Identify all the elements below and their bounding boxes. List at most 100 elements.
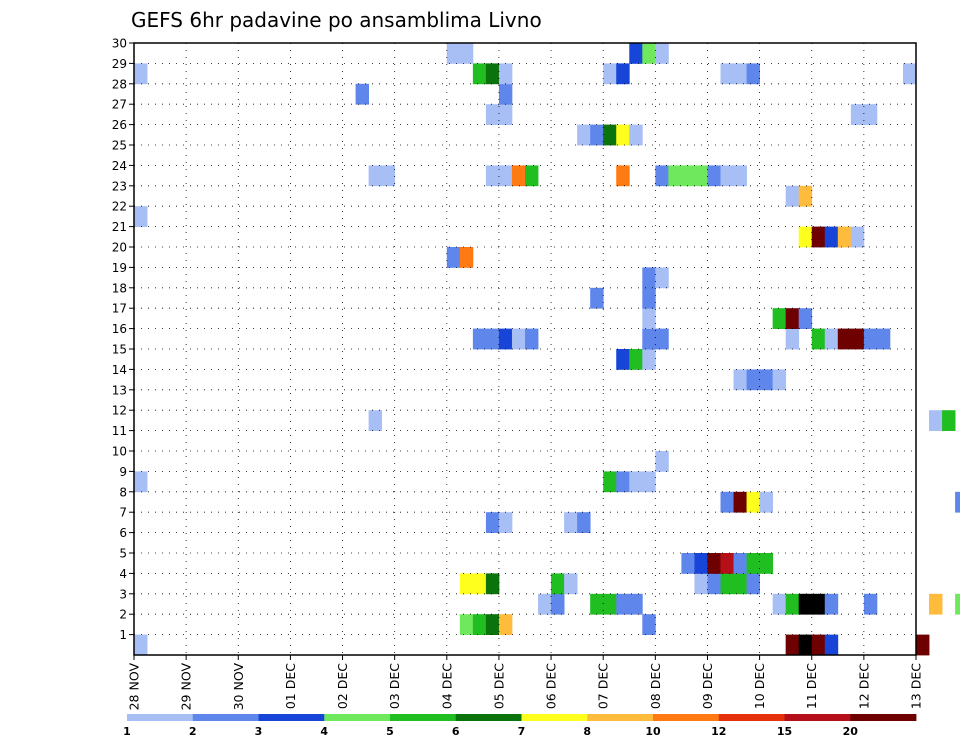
precip-cell-member-28-step-46 <box>733 63 747 85</box>
precip-cell-member-23-step-46 <box>733 165 747 187</box>
precip-cell-member-4-step-42 <box>681 553 695 574</box>
y-axis: 1234567891011121314151617181920212223242… <box>112 37 134 642</box>
precip-cell-member-14-step-38 <box>629 349 643 370</box>
y-tick-label-30: 30 <box>112 37 127 51</box>
precip-cell-member-3-step-26 <box>472 573 487 595</box>
precip-cell-member-0-step-51 <box>798 634 813 656</box>
precip-cells <box>134 43 960 656</box>
x-tick-label-07-dec: 07 DEC <box>596 663 611 709</box>
precip-cell-member-1-step-25 <box>459 614 474 635</box>
precip-cell-member-3-step-45 <box>720 573 734 595</box>
precip-cell-member-0-step-53 <box>824 634 839 656</box>
legend-label-1: 1 <box>123 725 131 738</box>
legend-label-7: 7 <box>518 725 526 738</box>
precip-cell-member-28-step-45 <box>720 63 734 85</box>
precip-cell-member-7-step-63 <box>955 491 960 513</box>
precip-cell-member-4-step-48 <box>759 553 774 574</box>
legend-swatch-4 <box>390 714 457 721</box>
y-tick-label-19: 19 <box>112 261 127 275</box>
precip-cell-member-23-step-44 <box>707 165 721 187</box>
precip-cell-member-13-step-46 <box>733 369 747 391</box>
precip-cell-member-1-step-39 <box>642 614 656 635</box>
precip-cell-member-20-step-51 <box>798 226 813 248</box>
precip-cell-member-2-step-35 <box>590 593 604 615</box>
legend-swatch-5 <box>455 714 522 721</box>
precip-cell-member-2-step-56 <box>863 593 878 615</box>
precip-cell-member-2-step-52 <box>811 593 826 615</box>
precip-cell-member-8-step-38 <box>629 471 643 493</box>
y-tick-label-7: 7 <box>119 506 127 520</box>
x-tick-label-11-dec: 11 DEC <box>804 663 819 709</box>
precip-cell-member-23-step-27 <box>485 165 500 187</box>
precip-cell-member-2-step-31 <box>538 593 552 615</box>
precip-cell-member-2-step-63 <box>955 593 960 615</box>
x-tick-label-29-nov: 29 NOV <box>179 663 194 711</box>
precip-cell-member-20-step-54 <box>837 226 852 248</box>
x-tick-label-05-dec: 05 DEC <box>491 663 506 709</box>
legend-label-15: 15 <box>777 725 792 738</box>
precip-cell-member-15-step-39 <box>642 328 656 350</box>
precip-cell-member-14-step-37 <box>616 349 630 370</box>
y-tick-label-15: 15 <box>112 343 127 357</box>
legend-swatch-7 <box>587 714 654 721</box>
y-tick-label-27: 27 <box>112 98 127 112</box>
precip-cell-member-7-step-45 <box>720 491 734 513</box>
color-legend: 1 2 3 4 5 6 7 8 10 12 15 20 <box>123 714 917 738</box>
y-tick-label-22: 22 <box>112 200 127 214</box>
y-tick-label-13: 13 <box>112 383 127 397</box>
precip-cell-member-0-step-50 <box>785 634 800 656</box>
precip-cell-member-21-step-0 <box>134 206 148 227</box>
precip-cell-member-2-step-38 <box>629 593 643 615</box>
y-tick-label-26: 26 <box>112 118 127 132</box>
precip-cell-member-28-step-37 <box>616 63 630 85</box>
legend-swatch-10 <box>784 714 851 721</box>
precip-cell-member-15-step-50 <box>785 328 800 350</box>
precip-cell-member-7-step-47 <box>746 491 760 513</box>
precip-cell-member-26-step-27 <box>485 104 500 125</box>
precip-cell-member-20-step-52 <box>811 226 826 248</box>
legend-label-6: 6 <box>452 725 460 738</box>
legend-label-8: 8 <box>583 725 591 738</box>
precip-cell-member-15-step-29 <box>511 328 526 350</box>
precip-cell-member-2-step-49 <box>772 593 787 615</box>
precip-cell-member-29-step-25 <box>459 43 474 64</box>
y-tick-label-1: 1 <box>119 628 127 642</box>
x-tick-label-09-dec: 09 DEC <box>700 663 715 709</box>
precip-cell-member-19-step-24 <box>446 247 461 268</box>
precip-cell-member-13-step-49 <box>772 369 787 391</box>
precip-cell-member-15-step-55 <box>850 328 865 350</box>
y-tick-label-25: 25 <box>112 139 127 153</box>
y-tick-label-24: 24 <box>112 159 127 173</box>
precip-cell-member-28-step-47 <box>746 63 760 85</box>
precip-cell-member-9-step-40 <box>655 451 669 472</box>
precip-cell-member-22-step-51 <box>798 185 813 207</box>
y-tick-label-18: 18 <box>112 281 127 295</box>
precip-cell-member-15-step-52 <box>811 328 826 350</box>
legend-swatch-0 <box>127 714 194 721</box>
precip-cell-member-15-step-28 <box>498 328 513 350</box>
precip-cell-member-4-step-44 <box>707 553 721 574</box>
precip-cell-member-16-step-51 <box>798 308 813 329</box>
precip-cell-member-20-step-53 <box>824 226 839 248</box>
y-tick-label-9: 9 <box>119 465 127 479</box>
precip-cell-member-6-step-33 <box>564 512 578 533</box>
precip-cell-member-17-step-39 <box>642 287 656 309</box>
x-tick-label-01-dec: 01 DEC <box>283 663 298 709</box>
precip-cell-member-2-step-50 <box>785 593 800 615</box>
precip-cell-member-22-step-50 <box>785 185 800 207</box>
precip-cell-member-25-step-35 <box>590 124 604 146</box>
precip-cell-member-28-step-0 <box>134 63 148 85</box>
precip-cell-member-2-step-37 <box>616 593 630 615</box>
precip-cell-member-27-step-17 <box>355 83 369 105</box>
precip-cell-member-18-step-39 <box>642 267 656 289</box>
legend-swatch-6 <box>521 714 588 721</box>
x-tick-label-06-dec: 06 DEC <box>544 663 559 709</box>
precip-cell-member-29-step-40 <box>655 43 669 64</box>
legend-label-4: 4 <box>320 725 328 738</box>
precip-cell-member-8-step-0 <box>134 471 148 493</box>
legend-swatch-11 <box>850 714 917 721</box>
precip-cell-member-23-step-40 <box>655 165 669 187</box>
precip-cell-member-3-step-33 <box>564 573 578 595</box>
precip-cell-member-16-step-39 <box>642 308 656 329</box>
